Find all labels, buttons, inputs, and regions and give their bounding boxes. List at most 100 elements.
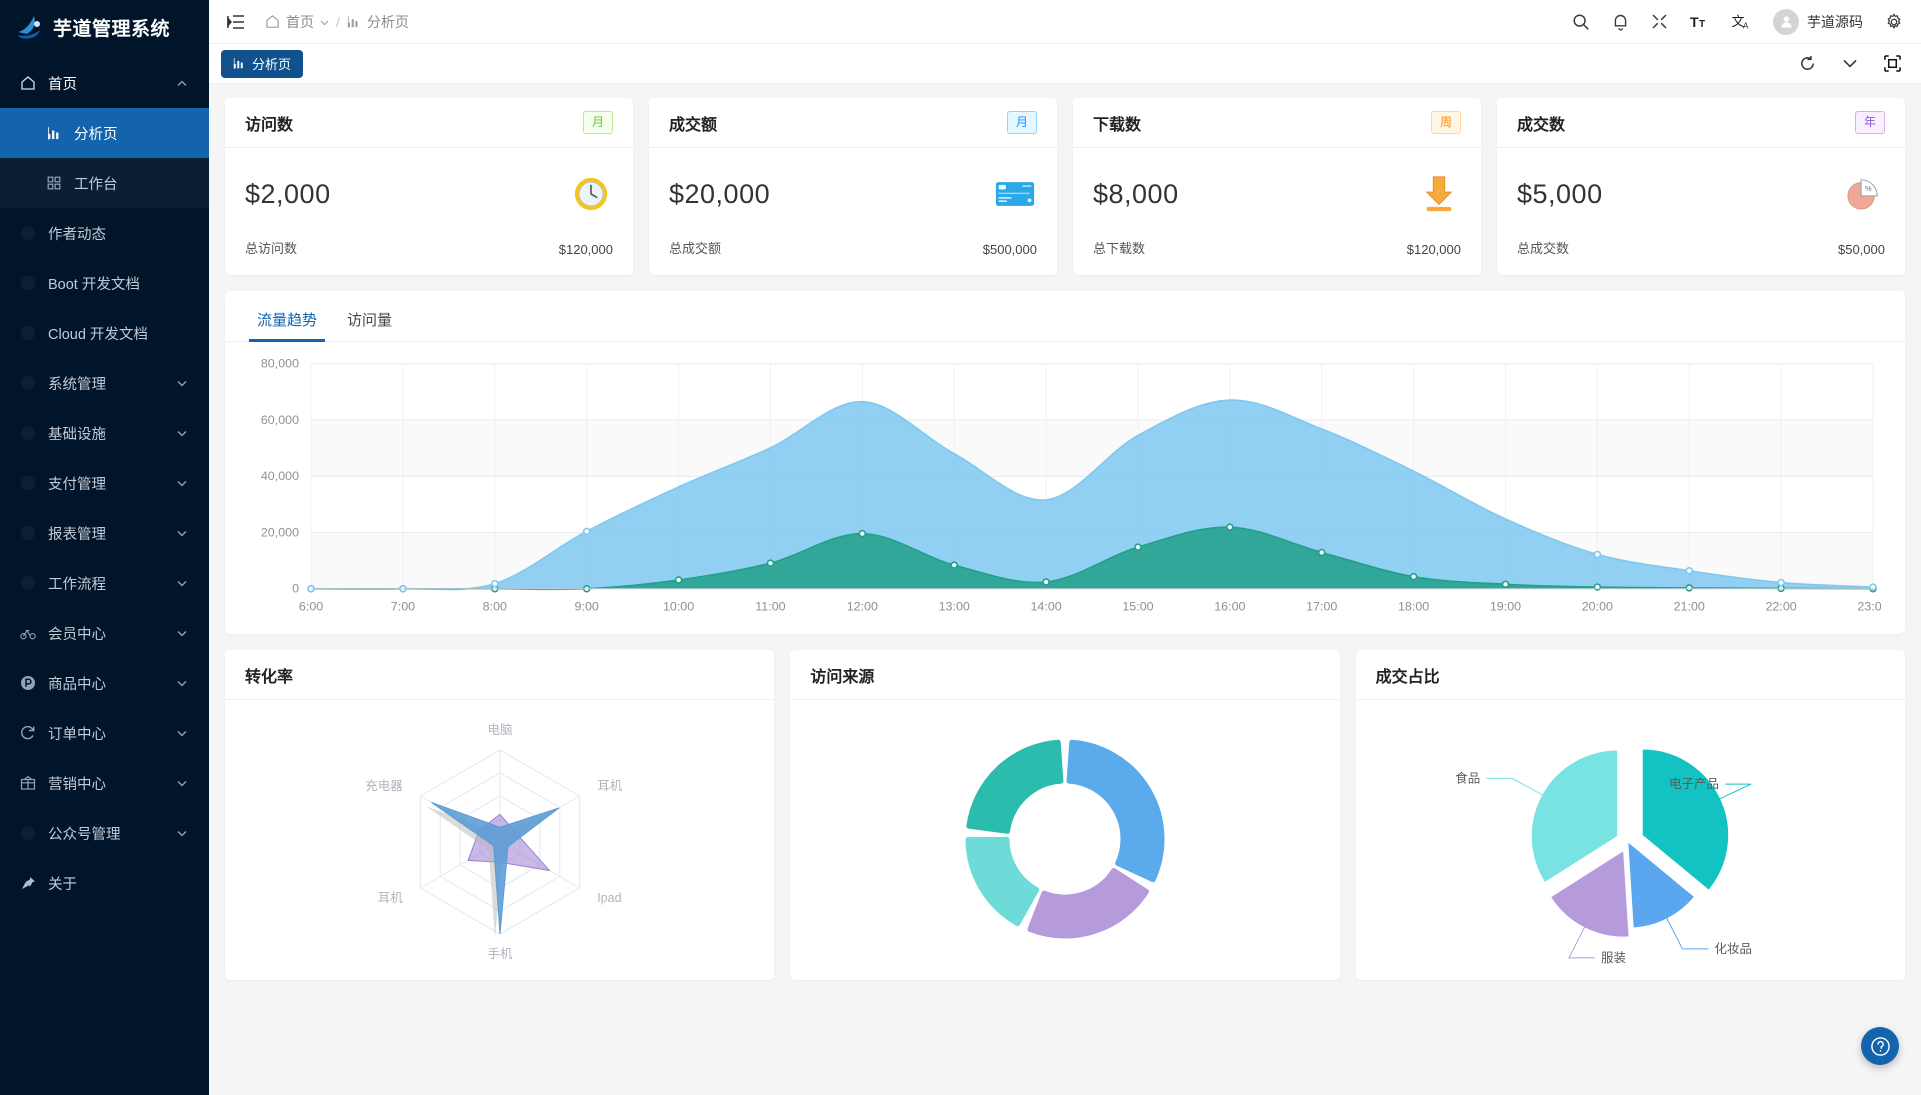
breadcrumb-separator: / bbox=[336, 13, 340, 30]
dot-icon bbox=[18, 426, 38, 440]
sidebar-item-boot-docs[interactable]: Boot 开发文档 bbox=[0, 258, 209, 308]
status-badge: 年 bbox=[1854, 111, 1885, 134]
card-title: 转化率 bbox=[245, 668, 294, 686]
sidebar-item-infrastructure[interactable]: 基础设施 bbox=[0, 408, 209, 458]
sidebar-item-workflow[interactable]: 工作流程 bbox=[0, 558, 209, 608]
sidebar-item-label: 商品中心 bbox=[48, 676, 106, 693]
svg-text:充电器: 充电器 bbox=[365, 778, 403, 793]
tab-label: 访问量 bbox=[347, 312, 393, 329]
sidebar-item-label: 工作台 bbox=[74, 176, 118, 193]
fullscreen-icon[interactable] bbox=[1651, 13, 1668, 30]
sidebar-item-home[interactable]: 首页 bbox=[0, 58, 209, 108]
sidebar-item-marketing[interactable]: 营销中心 bbox=[0, 758, 209, 808]
trend-chart-body: 0 20,000 40,000 60,000 80,000 6:00 7:00 8:00 9:0… bbox=[225, 342, 1905, 634]
svg-text:10:00: 10:00 bbox=[663, 599, 694, 613]
top-bar: 首页 / 分析页 bbox=[209, 0, 1921, 44]
sidebar-item-label: 关于 bbox=[48, 876, 77, 893]
user-menu[interactable]: 芋道源码 bbox=[1773, 8, 1863, 35]
gear-icon[interactable] bbox=[1885, 12, 1903, 31]
tab-visits[interactable]: 访问量 bbox=[337, 305, 402, 341]
search-icon[interactable] bbox=[1572, 13, 1590, 31]
card-title: 成交额 bbox=[669, 116, 718, 134]
stat-value: $5,000 bbox=[1517, 178, 1603, 209]
refresh-icon[interactable] bbox=[1799, 55, 1816, 72]
svg-text:%: % bbox=[1865, 184, 1872, 193]
tab-analysis[interactable]: 分析页 bbox=[221, 49, 304, 78]
chevron-down-icon bbox=[177, 480, 187, 487]
chevron-down-icon bbox=[177, 830, 187, 837]
status-badge: 月 bbox=[1006, 111, 1037, 134]
svg-text:14:00: 14:00 bbox=[1030, 599, 1061, 613]
svg-text:T: T bbox=[1690, 14, 1699, 30]
content-area: 访问数 月 $2,000 bbox=[209, 84, 1921, 1095]
sidebar-item-label: 公众号管理 bbox=[48, 826, 121, 843]
stat-value: $8,000 bbox=[1093, 178, 1179, 209]
svg-text:T: T bbox=[1699, 19, 1705, 30]
sidebar-item-label: 订单中心 bbox=[48, 726, 106, 743]
sidebar-item-label: 支付管理 bbox=[48, 476, 106, 493]
trend-tab-group: 流量趋势 访问量 bbox=[225, 291, 1905, 342]
svg-text:手机: 手机 bbox=[487, 947, 513, 961]
maximize-icon[interactable] bbox=[1884, 55, 1901, 72]
svg-text:Ipad: Ipad bbox=[597, 891, 621, 905]
chevron-down-icon bbox=[177, 680, 187, 687]
svg-text:19:00: 19:00 bbox=[1490, 599, 1521, 613]
chevron-down-icon[interactable] bbox=[1842, 58, 1858, 69]
sidebar-item-order[interactable]: 订单中心 bbox=[0, 708, 209, 758]
tab-traffic-trend[interactable]: 流量趋势 bbox=[247, 305, 327, 342]
sidebar-item-label: 会员中心 bbox=[48, 626, 106, 643]
sidebar-item-product[interactable]: 商品中心 bbox=[0, 658, 209, 708]
translate-icon[interactable]: 文 A bbox=[1732, 13, 1751, 30]
svg-text:A: A bbox=[1743, 22, 1749, 31]
chevron-down-icon bbox=[177, 630, 187, 637]
chevron-down-icon bbox=[177, 580, 187, 587]
svg-text:电子产品: 电子产品 bbox=[1669, 777, 1719, 791]
credit-card-icon bbox=[993, 174, 1037, 214]
svg-text:22:00: 22:00 bbox=[1765, 599, 1796, 613]
svg-text:16:00: 16:00 bbox=[1214, 599, 1245, 613]
svg-text:食品: 食品 bbox=[1456, 770, 1481, 785]
breadcrumb-label: 首页 bbox=[286, 13, 314, 30]
svg-text:40,000: 40,000 bbox=[261, 469, 299, 483]
breadcrumb-home[interactable]: 首页 bbox=[265, 12, 329, 32]
font-size-icon[interactable]: T T bbox=[1690, 13, 1710, 30]
pie-percent-icon: % bbox=[1841, 174, 1885, 214]
bell-icon[interactable] bbox=[1612, 13, 1629, 31]
dot-icon bbox=[18, 226, 38, 240]
sidebar-item-label: 首页 bbox=[48, 76, 77, 93]
svg-text:11:00: 11:00 bbox=[755, 599, 785, 613]
breadcrumb-analysis[interactable]: 分析页 bbox=[347, 12, 409, 32]
sidebar-item-about[interactable]: 关于 bbox=[0, 858, 209, 908]
sidebar-item-member[interactable]: 会员中心 bbox=[0, 608, 209, 658]
dashboard-icon bbox=[44, 176, 64, 191]
sidebar-item-payment[interactable]: 支付管理 bbox=[0, 458, 209, 508]
panel-visit-source: 访问来源 bbox=[790, 650, 1340, 980]
stat-value: $2,000 bbox=[245, 178, 331, 209]
card-title: 成交占比 bbox=[1375, 668, 1440, 686]
svg-text:耳机: 耳机 bbox=[377, 891, 403, 905]
stat-foot-value: $120,000 bbox=[558, 242, 613, 257]
sidebar-logo[interactable]: 芋道管理系统 bbox=[0, 0, 209, 54]
trend-card: 流量趋势 访问量 0 20,000 40,000 60,000 80,000 6:00 7:… bbox=[225, 291, 1905, 634]
sidebar-item-author-news[interactable]: 作者动态 bbox=[0, 208, 209, 258]
card-body: $2,000 总访问数 $120,000 bbox=[225, 148, 633, 275]
svg-text:6:00: 6:00 bbox=[299, 599, 323, 613]
sidebar-item-analysis[interactable]: 分析页 bbox=[0, 108, 209, 158]
svg-text:服装: 服装 bbox=[1601, 951, 1626, 965]
dot-icon bbox=[18, 576, 38, 590]
sidebar-item-system[interactable]: 系统管理 bbox=[0, 358, 209, 408]
help-button[interactable] bbox=[1861, 1027, 1899, 1065]
sidebar-item-report[interactable]: 报表管理 bbox=[0, 508, 209, 558]
chevron-down-icon bbox=[177, 730, 187, 737]
card-title: 成交数 bbox=[1517, 116, 1566, 134]
stat-foot-value: $500,000 bbox=[982, 242, 1037, 257]
svg-text:9:00: 9:00 bbox=[575, 599, 599, 613]
sidebar-item-workbench[interactable]: 工作台 bbox=[0, 158, 209, 208]
sidebar-item-mp[interactable]: 公众号管理 bbox=[0, 808, 209, 858]
sidebar-item-cloud-docs[interactable]: Cloud 开发文档 bbox=[0, 308, 209, 358]
svg-text:17:00: 17:00 bbox=[1306, 599, 1337, 613]
status-badge: 周 bbox=[1430, 111, 1461, 134]
pin-icon bbox=[18, 876, 38, 891]
menu-fold-icon[interactable] bbox=[223, 9, 249, 35]
